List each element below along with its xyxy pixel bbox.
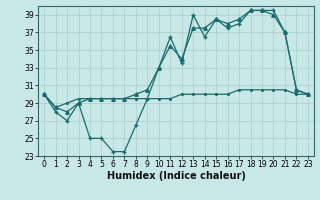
- X-axis label: Humidex (Indice chaleur): Humidex (Indice chaleur): [107, 171, 245, 181]
